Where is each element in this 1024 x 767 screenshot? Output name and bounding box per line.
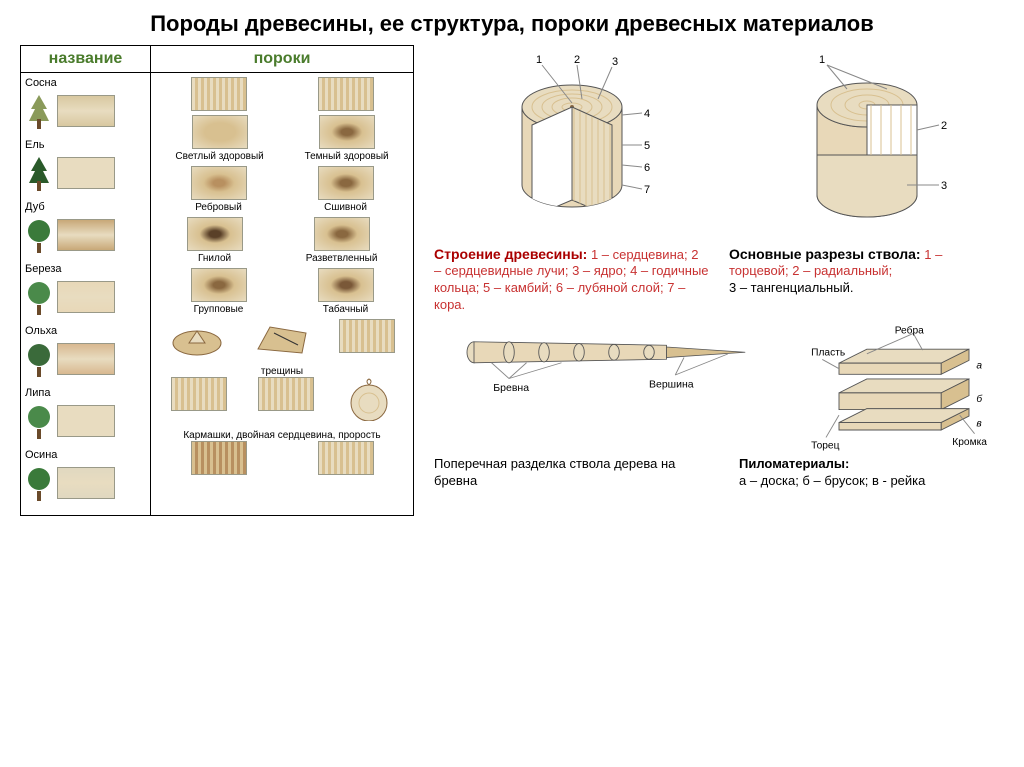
header-defects: пороки <box>151 46 413 72</box>
defect-label: Светлый здоровый <box>175 151 263 162</box>
defects-column: Светлый здоровый Темный здоровый Ребровый С… <box>151 73 413 515</box>
defect-label: Ребровый <box>191 202 247 213</box>
species-label: Липа <box>25 387 146 399</box>
svg-text:3: 3 <box>612 56 618 68</box>
defect-sample <box>318 166 374 200</box>
lumber-caption: Пиломатериалы: а – доска; б – брусок; в … <box>739 456 1004 490</box>
defect-sample <box>339 319 395 353</box>
wood-sample <box>57 343 115 375</box>
wood-sample <box>57 157 115 189</box>
defect-sample <box>314 217 370 251</box>
defect-sample <box>319 115 375 149</box>
trunk-structure-diagram: 1 2 3 4 5 6 7 <box>482 45 662 235</box>
page-title: Породы древесины, ее структура, пороки д… <box>0 0 1024 45</box>
trunk-cuts-diagram: 1 2 3 <box>777 45 957 235</box>
species-label: Осина <box>25 449 146 461</box>
crack-sample <box>169 319 225 357</box>
defect-sample <box>187 217 243 251</box>
defect-sample <box>191 77 247 111</box>
defect-sample <box>191 268 247 302</box>
defect-label: Групповые <box>191 304 247 315</box>
svg-text:7: 7 <box>644 184 650 196</box>
svg-text:5: 5 <box>644 140 650 152</box>
defect-sample <box>171 377 227 411</box>
svg-text:Кромка: Кромка <box>952 437 987 448</box>
tree-icon <box>25 153 53 193</box>
defect-label: Сшивной <box>318 202 374 213</box>
wood-sample <box>57 219 115 251</box>
tree-icon <box>25 215 53 255</box>
svg-text:Торец: Торец <box>811 441 839 452</box>
defect-sample <box>258 377 314 411</box>
tree-icon <box>25 401 53 441</box>
defect-label: Гнилой <box>187 253 243 264</box>
log-label: Бревна <box>493 382 529 394</box>
wood-sample <box>57 467 115 499</box>
growth-sample <box>345 377 393 421</box>
svg-text:2: 2 <box>574 54 580 66</box>
defect-label: Разветвленный <box>306 253 378 264</box>
defect-row-label: трещины <box>155 366 409 377</box>
defect-sample <box>192 115 248 149</box>
svg-text:1: 1 <box>536 54 542 66</box>
defect-sample <box>318 77 374 111</box>
cuts-text: Основные разрезы ствола: 1 – торцевой; 2… <box>729 245 1004 315</box>
wood-sample <box>57 281 115 313</box>
structure-text: Строение древесины: 1 – сердцевина; 2 – … <box>434 245 709 315</box>
svg-text:3: 3 <box>941 180 947 192</box>
tree-icon <box>25 463 53 503</box>
wood-sample <box>57 95 115 127</box>
species-column: Сосна Ель Дуб Береза Ольха Липа Осина <box>21 73 151 515</box>
defect-label: Темный здоровый <box>305 151 389 162</box>
tree-icon <box>25 277 53 317</box>
species-label: Дуб <box>25 201 146 213</box>
species-label: Ольха <box>25 325 146 337</box>
defect-row-label: Кармашки, двойная сердцевина, прорость <box>155 430 409 441</box>
svg-text:в: в <box>976 418 982 429</box>
svg-text:1: 1 <box>819 54 825 66</box>
species-label: Сосна <box>25 77 146 89</box>
defect-sample <box>191 441 247 475</box>
species-label: Береза <box>25 263 146 275</box>
svg-text:4: 4 <box>644 108 650 120</box>
crack-sample <box>254 319 310 357</box>
svg-text:Пласть: Пласть <box>811 348 845 359</box>
svg-text:Ребра: Ребра <box>895 326 924 336</box>
svg-text:6: 6 <box>644 162 650 174</box>
tree-icon <box>25 91 53 131</box>
defect-label: Табачный <box>318 304 374 315</box>
wood-sample <box>57 405 115 437</box>
log-diagram: Бревна Вершина <box>434 326 794 396</box>
log-caption: Поперечная разделка ствола дерева на бре… <box>434 456 699 490</box>
defect-sample <box>318 441 374 475</box>
species-table: название пороки Сосна Ель Дуб Береза Ольха Ли… <box>20 45 414 516</box>
svg-text:б: б <box>976 393 983 405</box>
defect-sample <box>191 166 247 200</box>
species-label: Ель <box>25 139 146 151</box>
tree-icon <box>25 339 53 379</box>
svg-text:2: 2 <box>941 120 947 132</box>
lumber-diagram: Ребра Пласть Торец Кромка а б в <box>804 326 1004 456</box>
svg-text:а: а <box>976 361 982 372</box>
defect-sample <box>318 268 374 302</box>
header-name: название <box>21 46 151 72</box>
top-label: Вершина <box>649 378 694 390</box>
